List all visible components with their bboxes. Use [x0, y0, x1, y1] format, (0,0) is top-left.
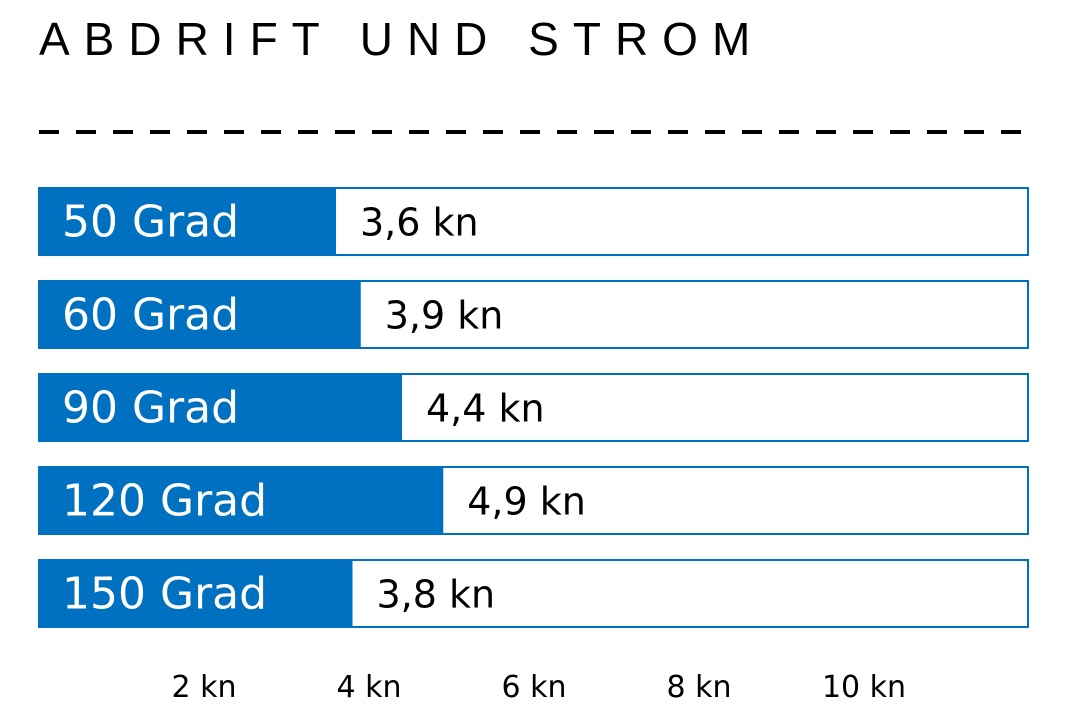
bar [39, 373, 402, 442]
bar [39, 559, 353, 628]
value-label: 3,6 kn [360, 201, 479, 245]
bar [39, 466, 444, 535]
dashed-divider [39, 130, 1029, 134]
value-label: 4,4 kn [426, 387, 545, 431]
category-label: 50 Grad [62, 197, 239, 248]
value-label: 3,9 kn [385, 294, 504, 338]
category-label: 150 Grad [62, 569, 267, 620]
x-tick-label: 10 kn [822, 670, 906, 705]
category-label: 90 Grad [62, 383, 239, 434]
value-label: 3,8 kn [377, 573, 496, 617]
category-label: 60 Grad [62, 290, 239, 341]
category-label: 120 Grad [62, 476, 267, 527]
x-tick-label: 4 kn [336, 670, 401, 705]
x-tick-label: 6 kn [501, 670, 566, 705]
bar [39, 187, 336, 256]
value-label: 4,9 kn [467, 480, 586, 524]
bar [39, 280, 361, 349]
chart-title: ABDRIFT UND STROM [39, 13, 765, 65]
x-tick-label: 8 kn [666, 670, 731, 705]
x-tick-label: 2 kn [171, 670, 236, 705]
